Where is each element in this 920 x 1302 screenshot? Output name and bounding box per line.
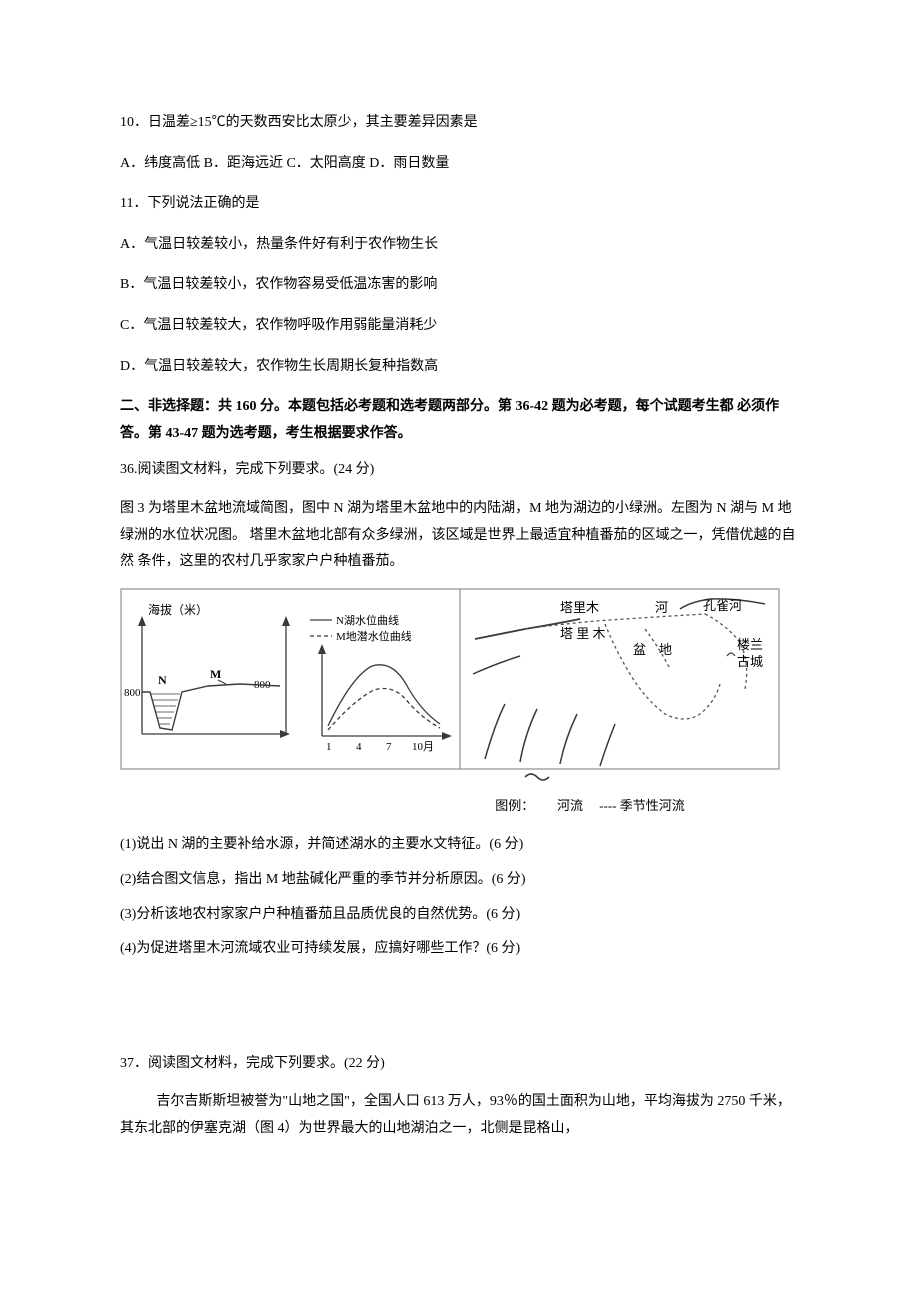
figure-caption: 图例： 河流 ---- 季节性河流 [380,794,800,819]
q36-intro: 36.阅读图文材料，完成下列要求。(24 分) [120,457,800,484]
fig-map-b1: 塔 里 木 [560,626,606,641]
q36-sub2: (2)结合图文信息，指出 M 地盐碱化严重的季节并分析原因。(6 分) [120,867,800,894]
fig-mid-x7: 7 [386,741,392,753]
section2-heading: 二、非选择题：共 160 分。本题包括必考题和选考题两部分。第 36-42 题为… [120,394,800,447]
fig-mid-leg2: M地潜水位曲线 [336,629,412,643]
fig-mid-x4: 4 [356,741,362,753]
q11-opt-b: B．气温日较差较小，农作物容易受低温冻害的影响 [120,272,800,299]
q11-text: 11．下列说法正确的是 [120,191,800,218]
fig-map-b2: 盆 地 [633,642,672,657]
q10-opts: A．纬度高低 B．距海远近 C．太阳高度 D．雨日数量 [120,151,800,178]
q10-text: 10．日温差≥15℃的天数西安比太原少，其主要差异因素是 [120,110,800,137]
q37-intro: 37．阅读图文材料，完成下列要求。(22 分) [120,1051,800,1078]
fig-left-m: M [210,667,221,681]
fig-left-title: 海拔（米） [148,602,208,617]
q36-para: 图 3 为塔里木盆地流域简图，图中 N 湖为塔里木盆地中的内陆湖，M 地为湖边的… [120,496,800,576]
q11-opt-a: A．气温日较差较小，热量条件好有利于农作物生长 [120,232,800,259]
fig-map-r1b: 河 [655,600,668,615]
q37-para: 吉尔吉斯斯坦被誉为"山地之国"，全国人口 613 万人，93％的国土面积为山地，… [120,1089,800,1142]
fig-left-n: N [158,673,167,687]
q11-opt-d: D．气温日较差较大，农作物生长周期长复种指数高 [120,354,800,381]
fig-mid-x1: 1 [326,741,332,753]
fig-map-r2: 孔雀河 [703,598,742,613]
fig-map-r1: 塔里木 [560,600,599,615]
fig-mid-leg1: N湖水位曲线 [336,613,399,627]
fig-mid-x10: 10月 [412,741,434,753]
q11-opt-c: C．气温日较差较大，农作物呼吸作用弱能量消耗少 [120,313,800,340]
fig-map-s1: 楼兰 [737,637,763,652]
fig-left-tick-l: 800 [124,687,141,699]
figure-3: 海拔（米） 800 800 [120,588,800,788]
fig-map-s2: 古城 [737,654,763,669]
q36-sub3: (3)分析该地农村家家户户种植番茄且品质优良的自然优势。(6 分) [120,902,800,929]
q36-sub4: (4)为促进塔里木河流域农业可持续发展，应搞好哪些工作？(6 分) [120,936,800,963]
q36-sub1: (1)说出 N 湖的主要补给水源，并简述湖水的主要水文特征。(6 分) [120,832,800,859]
